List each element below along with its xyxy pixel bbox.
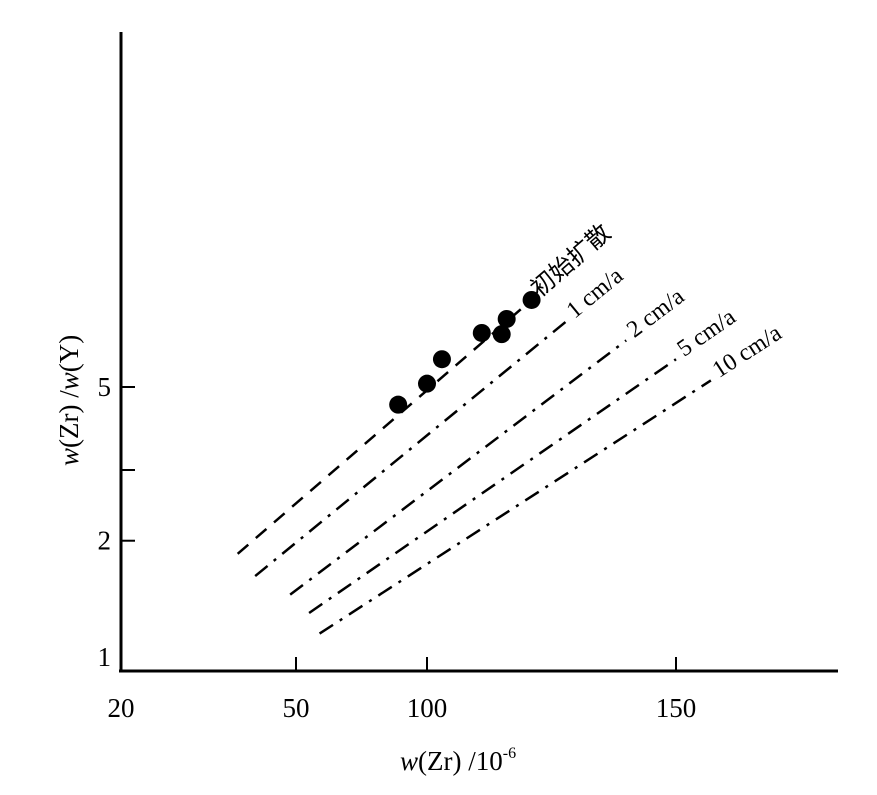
x-axis-title-text: (Zr) /10 xyxy=(418,746,503,776)
series-line xyxy=(308,358,677,615)
points xyxy=(389,290,541,414)
data-point xyxy=(418,374,436,393)
x-axis-title: w(Zr) /10-6 xyxy=(400,745,516,776)
series-line xyxy=(236,299,533,555)
y-axis-title: w(Zr) /w(Y) xyxy=(54,335,84,466)
series-line xyxy=(289,339,627,596)
x-tick-label: 150 xyxy=(656,693,697,723)
lines xyxy=(236,299,712,635)
y-axis-title-var1: w xyxy=(54,448,84,466)
y-tick-label: 1 xyxy=(98,642,112,672)
data-point xyxy=(492,325,511,344)
y-axis-title-mid: (Zr) / xyxy=(54,390,84,448)
x-tick-label: 20 xyxy=(108,693,135,723)
x-tick-label: 50 xyxy=(283,693,310,723)
data-point xyxy=(522,290,541,309)
ticks: 20 50 100 150 1 2 5 xyxy=(98,372,697,723)
x-axis-title-var: w xyxy=(400,746,418,776)
series-label: 2 cm/a xyxy=(622,283,690,343)
y-tick-label: 5 xyxy=(98,372,112,402)
data-point xyxy=(497,309,516,328)
x-axis-title-sup: -6 xyxy=(503,745,516,762)
y-tick-label: 2 xyxy=(98,526,112,556)
data-point xyxy=(432,350,451,369)
x-tick-label: 100 xyxy=(407,693,448,723)
y-axis-title-end: (Y) xyxy=(54,335,84,372)
data-point xyxy=(472,323,491,342)
series-line xyxy=(254,320,568,578)
y-axis-title-var2: w xyxy=(54,372,84,390)
series-line xyxy=(318,379,712,635)
data-point xyxy=(389,395,408,414)
